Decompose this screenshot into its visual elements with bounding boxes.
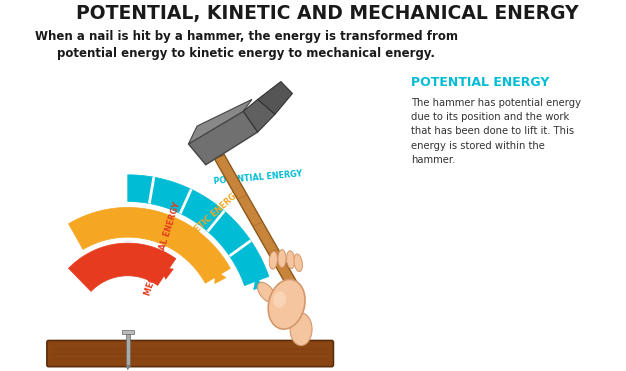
Polygon shape — [254, 278, 264, 290]
Polygon shape — [188, 111, 258, 165]
Ellipse shape — [287, 251, 295, 269]
Ellipse shape — [294, 254, 302, 272]
Bar — [122, 331, 133, 334]
Text: The hammer has potential energy
due to its position and the work
that has been d: The hammer has potential energy due to i… — [411, 98, 581, 165]
Ellipse shape — [269, 252, 277, 269]
FancyBboxPatch shape — [47, 341, 334, 367]
Text: MECHANICAL ENERGY: MECHANICAL ENERGY — [143, 201, 182, 297]
Text: POTENTIAL, KINETIC AND MECHANICAL ENERGY: POTENTIAL, KINETIC AND MECHANICAL ENERGY — [76, 4, 578, 23]
Polygon shape — [128, 175, 269, 286]
Ellipse shape — [290, 313, 312, 345]
Polygon shape — [258, 82, 292, 114]
Polygon shape — [126, 365, 130, 370]
Polygon shape — [188, 99, 252, 144]
Ellipse shape — [278, 250, 286, 267]
Ellipse shape — [268, 279, 305, 329]
Text: POTENTIAL ENERGY: POTENTIAL ENERGY — [411, 76, 549, 89]
Polygon shape — [244, 99, 275, 132]
Ellipse shape — [274, 291, 286, 308]
Polygon shape — [215, 155, 301, 293]
Text: KINETIC ENERGY: KINETIC ENERGY — [181, 188, 242, 244]
Text: POTENTIAL ENERGY: POTENTIAL ENERGY — [213, 170, 302, 186]
Ellipse shape — [257, 282, 275, 302]
Bar — [126, 334, 130, 366]
Text: When a nail is hit by a hammer, the energy is transformed from
potential energy : When a nail is hit by a hammer, the ener… — [34, 30, 458, 60]
Polygon shape — [215, 270, 226, 284]
Polygon shape — [69, 207, 230, 283]
Polygon shape — [68, 243, 176, 292]
Polygon shape — [160, 267, 173, 279]
